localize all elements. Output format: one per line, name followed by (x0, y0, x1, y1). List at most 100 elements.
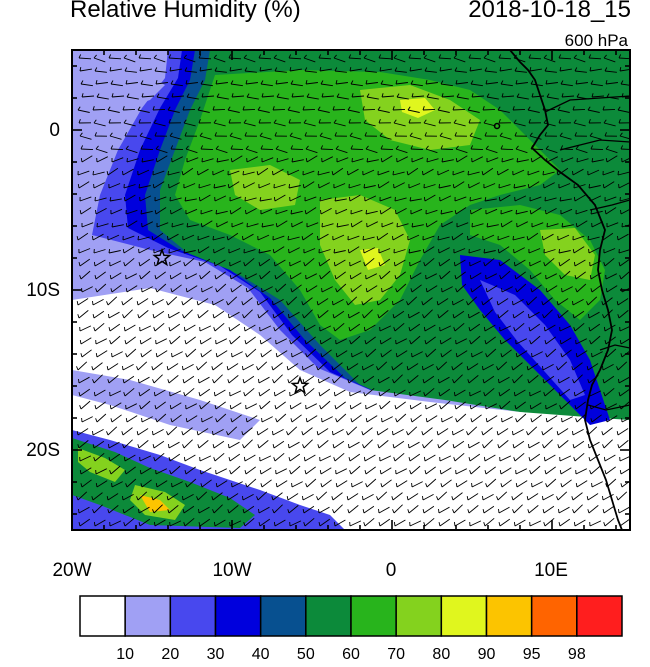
wind-barb (527, 106, 540, 113)
wind-barb (93, 259, 106, 267)
wind-barb (392, 233, 404, 241)
wind-barb (468, 323, 481, 332)
wind-barb (153, 389, 166, 397)
wind-barb (393, 259, 406, 267)
wind-barb (437, 440, 449, 449)
colorbar-swatch (350, 595, 397, 637)
wind-barb (108, 54, 122, 60)
wind-barb (559, 197, 572, 202)
wind-barb (574, 271, 586, 280)
wind-barb (110, 284, 122, 293)
wind-barb (558, 518, 571, 527)
wind-barb (588, 441, 600, 449)
wind-barb (422, 494, 434, 501)
wind-barb (542, 233, 554, 241)
wind-barb (256, 491, 268, 501)
wind-barb (588, 184, 601, 189)
wind-barb (590, 284, 602, 293)
wind-barb (546, 93, 559, 100)
wind-barb (453, 259, 466, 267)
wind-barb (349, 272, 362, 280)
wind-barb (544, 336, 556, 345)
wind-barb (497, 235, 510, 241)
wind-barb (422, 375, 435, 384)
wind-barb (245, 403, 257, 410)
wind-barb (438, 388, 451, 397)
wind-barb (275, 79, 288, 85)
wind-barb (201, 93, 215, 98)
wind-barb (617, 106, 630, 113)
wind-barb (137, 106, 150, 113)
wind-barb (500, 80, 513, 87)
wind-barb (484, 67, 497, 73)
wind-barb (602, 505, 615, 514)
wind-barb (333, 389, 346, 397)
wind-barb (335, 468, 347, 475)
wind-barb (199, 67, 212, 72)
wind-barb (260, 479, 272, 488)
wind-barb (244, 466, 256, 475)
wind-barb (513, 259, 526, 267)
wind-barb (333, 54, 346, 63)
wind-barb (138, 247, 150, 254)
wind-barb (166, 363, 179, 371)
wind-barb (242, 106, 256, 111)
wind-barb (481, 297, 493, 306)
wind-barb (78, 388, 91, 397)
wind-barb (319, 67, 332, 72)
wind-barb (394, 196, 407, 202)
coastline (509, 50, 630, 530)
wind-barb (184, 67, 197, 73)
wind-barb (588, 323, 601, 332)
wind-barb (396, 93, 409, 100)
colorbar-label: 80 (432, 646, 451, 663)
wind-barb (605, 145, 618, 154)
wind-barb (201, 416, 213, 423)
wind-barb (482, 505, 495, 514)
wind-barb (409, 390, 422, 397)
wind-barb (348, 183, 361, 189)
wind-barb (125, 285, 138, 293)
wind-barb (409, 272, 422, 280)
wind-barb (588, 311, 600, 319)
wind-barb (513, 184, 526, 189)
wind-barb (410, 80, 423, 87)
wind-barb (95, 413, 107, 423)
wind-barb (121, 297, 133, 306)
wind-barb (469, 272, 482, 280)
wind-barb (381, 93, 395, 98)
wind-barb (391, 492, 403, 501)
wind-barb (215, 468, 227, 475)
wind-barb (441, 93, 455, 98)
wind-barb (616, 428, 629, 436)
wind-barb (76, 361, 88, 371)
colorbar-swatch (79, 595, 126, 637)
colorbar-swatch (576, 595, 623, 637)
wind-barb (422, 439, 433, 449)
wind-barb (363, 54, 376, 63)
wind-barb (152, 106, 166, 111)
wind-barb (515, 145, 528, 154)
wind-barb (154, 132, 168, 137)
wind-barb (152, 299, 164, 306)
wind-barb (559, 455, 572, 462)
wind-barb (335, 208, 348, 215)
wind-barb (259, 197, 272, 202)
wind-barb (138, 184, 151, 189)
wind-barb (226, 296, 238, 306)
wind-barb (591, 93, 605, 98)
wind-barb (392, 170, 405, 176)
wind-barb (392, 299, 404, 306)
wind-barb (438, 54, 452, 60)
wind-barb (365, 145, 378, 154)
wind-barb (212, 235, 225, 241)
wind-barb (422, 235, 435, 241)
wind-barb (362, 494, 374, 501)
wind-barb (122, 375, 135, 384)
wind-barb (197, 310, 209, 319)
wind-barb (152, 310, 165, 319)
wind-barb (109, 402, 122, 410)
wind-barb (377, 170, 390, 176)
wind-barb (363, 454, 376, 462)
wind-barb (138, 119, 152, 124)
